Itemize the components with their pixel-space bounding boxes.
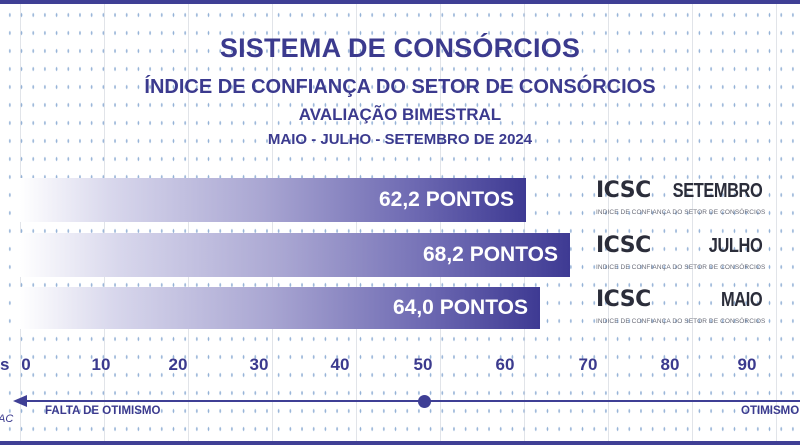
bar-setembro: 62,2 PONTOS (20, 178, 526, 222)
axis-tick: 70 (578, 355, 598, 374)
axis-tick: 50 (413, 355, 433, 374)
legend-subtext: INDICE DE CONFIANÇA DO SETOR DE CONSÓRCI… (596, 264, 766, 271)
legend-setembro: ICSC SETEMBRO INDICE DE CONFIANÇA DO SET… (594, 178, 766, 222)
axis-tick: 40 (330, 355, 350, 374)
legend-month: MAIO (720, 289, 763, 311)
evaluation-label: AVALIAÇÃO BIMESTRAL (298, 105, 502, 124)
legend-month: JULHO (708, 235, 762, 257)
bar-value-label: 68,2 PONTOS (422, 243, 558, 266)
optimism-label: OTIMISMO (741, 405, 800, 417)
icsc-logo: ICSC (596, 287, 651, 312)
legend-subtext: INDICE DE CONFIANÇA DO SETOR DE CONSÓRCI… (596, 209, 766, 216)
bar-julho: 68,2 PONTOS (20, 233, 570, 277)
chart-title: SISTEMA DE CONSÓRCIOS (219, 33, 581, 63)
period-label: MAIO - JULHO - SETEMBRO DE 2024 (267, 131, 533, 148)
midpoint-marker-icon (418, 395, 431, 408)
arrow-left-icon (13, 395, 27, 407)
icsc-logo: ICSC (596, 233, 651, 258)
axis-tick: 60 (495, 355, 515, 374)
optimism-scale-line (18, 400, 800, 402)
axis-tick: 80 (660, 355, 680, 374)
axis-edge-fragment: s (0, 355, 10, 374)
top-border (0, 0, 800, 4)
source-fragment: AC (0, 413, 14, 425)
legend-subtext: INDICE DE CONFIANÇA DO SETOR DE CONSÓRCI… (596, 318, 766, 325)
bar-value-label: 64,0 PONTOS (392, 296, 528, 319)
axis-tick: 20 (168, 355, 188, 374)
legend-month: SETEMBRO (672, 180, 762, 202)
legend-maio: ICSC MAIO INDICE DE CONFIANÇA DO SETOR D… (594, 287, 766, 331)
axis-tick: 0 (21, 355, 31, 374)
axis-tick: 30 (249, 355, 269, 374)
lack-of-optimism-label: FALTA DE OTIMISMO (45, 405, 161, 417)
axis-tick: 90 (737, 355, 757, 374)
bottom-border (0, 441, 800, 445)
icsc-logo: ICSC (596, 178, 651, 203)
bar-value-label: 62,2 PONTOS (378, 188, 514, 211)
legend-julho: ICSC JULHO INDICE DE CONFIANÇA DO SETOR … (594, 233, 766, 277)
axis-tick: 10 (91, 355, 111, 374)
chart-subtitle: ÍNDICE DE CONFIANÇA DO SETOR DE CONSÓRCI… (144, 76, 656, 98)
bar-maio: 64,0 PONTOS (20, 287, 540, 329)
